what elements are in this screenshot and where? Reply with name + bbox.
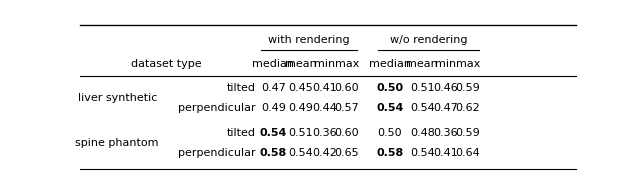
Text: 0.62: 0.62 (456, 103, 480, 113)
Text: liver synthetic: liver synthetic (77, 93, 157, 103)
Text: with rendering: with rendering (268, 35, 349, 45)
Text: 0.36: 0.36 (434, 128, 458, 138)
Text: 0.54: 0.54 (410, 148, 435, 158)
Text: 0.49: 0.49 (261, 103, 286, 113)
Text: 0.58: 0.58 (376, 148, 404, 158)
Text: tilted: tilted (227, 83, 256, 93)
Text: 0.60: 0.60 (335, 83, 359, 93)
Text: 0.64: 0.64 (456, 148, 480, 158)
Text: 0.51: 0.51 (410, 83, 435, 93)
Text: 0.42: 0.42 (312, 148, 337, 158)
Text: mean: mean (406, 59, 438, 69)
Text: 0.50: 0.50 (378, 128, 403, 138)
Text: 0.59: 0.59 (456, 128, 480, 138)
Text: perpendicular: perpendicular (179, 148, 256, 158)
Text: 0.47: 0.47 (261, 83, 286, 93)
Text: 0.44: 0.44 (312, 103, 337, 113)
Text: 0.57: 0.57 (335, 103, 359, 113)
Text: spine phantom: spine phantom (76, 138, 159, 148)
Text: 0.59: 0.59 (456, 83, 480, 93)
Text: 0.36: 0.36 (312, 128, 337, 138)
Text: 0.60: 0.60 (335, 128, 359, 138)
Text: w/o rendering: w/o rendering (390, 35, 467, 45)
Text: 0.47: 0.47 (434, 103, 458, 113)
Text: median: median (369, 59, 411, 69)
Text: median: median (252, 59, 294, 69)
Text: 0.45: 0.45 (289, 83, 313, 93)
Text: 0.51: 0.51 (289, 128, 313, 138)
Text: max: max (456, 59, 480, 69)
Text: 0.54: 0.54 (289, 148, 313, 158)
Text: 0.49: 0.49 (288, 103, 313, 113)
Text: 0.46: 0.46 (434, 83, 458, 93)
Text: 0.54: 0.54 (376, 103, 404, 113)
Text: mean: mean (285, 59, 317, 69)
Text: 0.54: 0.54 (260, 128, 287, 138)
Text: 0.41: 0.41 (434, 148, 458, 158)
Text: 0.58: 0.58 (260, 148, 287, 158)
Text: perpendicular: perpendicular (179, 103, 256, 113)
Text: min: min (314, 59, 335, 69)
Text: 0.50: 0.50 (376, 83, 404, 93)
Text: min: min (435, 59, 456, 69)
Text: dataset type: dataset type (131, 59, 202, 69)
Text: 0.48: 0.48 (410, 128, 435, 138)
Text: tilted: tilted (227, 128, 256, 138)
Text: max: max (335, 59, 359, 69)
Text: 0.65: 0.65 (335, 148, 359, 158)
Text: 0.41: 0.41 (312, 83, 337, 93)
Text: 0.54: 0.54 (410, 103, 435, 113)
